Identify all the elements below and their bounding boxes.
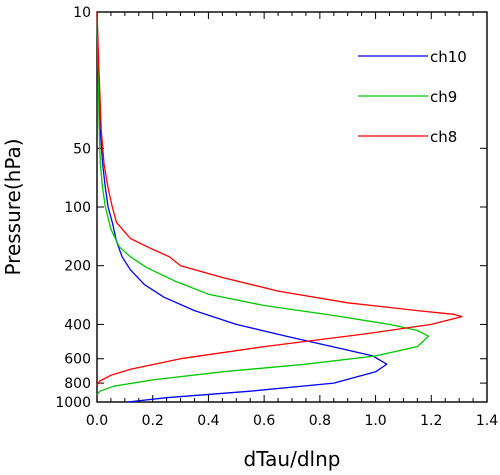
legend-label-ch9: ch9: [430, 88, 457, 106]
x-tick-label: 1.4: [476, 413, 498, 429]
x-tick-label: 1.2: [420, 413, 442, 429]
y-tick-label: 1000: [55, 395, 91, 411]
axis-ticks: 0.0 0.2 0.4 0.6 0.8 1.0 1.2 1.4 10 50 100 200 400 600…: [55, 5, 498, 429]
y-axis-label: Pressure(hPa): [1, 138, 25, 275]
series-group: [96, 11, 463, 403]
legend-label-ch8: ch8: [430, 128, 457, 146]
x-tick-label: 0.4: [197, 413, 219, 429]
x-tick-label: 0.6: [253, 413, 275, 429]
legend-label-ch10: ch10: [430, 48, 467, 66]
x-tick-label: 1.0: [364, 413, 386, 429]
y-tick-label: 400: [64, 317, 91, 333]
x-tick-label: 0.0: [86, 413, 108, 429]
y-tick-label: 100: [64, 200, 91, 216]
series-line-ch10: [96, 11, 388, 403]
y-tick-label: 800: [64, 376, 91, 392]
series-line-ch9: [96, 11, 430, 396]
y-tick-label: 50: [73, 141, 91, 157]
y-tick-label: 10: [73, 5, 91, 21]
x-tick-label: 0.2: [142, 413, 164, 429]
series-line-ch8: [96, 11, 463, 386]
x-tick-label: 0.8: [309, 413, 331, 429]
y-tick-label: 200: [64, 259, 91, 275]
x-axis-label: dTau/dlnp: [244, 447, 341, 471]
y-tick-label: 600: [64, 352, 91, 368]
legend: ch10 ch9 ch8: [358, 48, 467, 146]
